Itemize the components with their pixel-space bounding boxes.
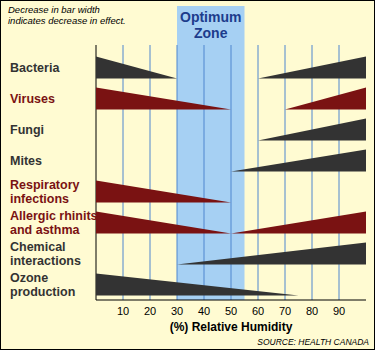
effect-wedge bbox=[231, 212, 366, 234]
row-label: Fungi bbox=[10, 123, 44, 137]
text-line: interactions bbox=[10, 254, 81, 268]
row-label: Mites bbox=[10, 154, 42, 168]
y-axis bbox=[96, 45, 97, 300]
tick-label: 60 bbox=[252, 305, 264, 317]
effect-wedge bbox=[96, 212, 231, 234]
effect-wedge bbox=[96, 181, 231, 203]
text-line: infections bbox=[10, 192, 69, 206]
text-line: production bbox=[10, 285, 75, 299]
grid-line bbox=[123, 45, 124, 300]
text-line: Viruses bbox=[10, 92, 55, 106]
text-line: Respiratory bbox=[10, 178, 80, 192]
row-label: Allergic rhinitsand asthma bbox=[10, 209, 98, 237]
x-axis bbox=[96, 300, 366, 301]
tick-label: 30 bbox=[171, 305, 183, 317]
text-line: Ozone bbox=[10, 271, 48, 285]
effect-wedge bbox=[258, 57, 366, 79]
marks bbox=[96, 57, 366, 296]
text-line: indicates decrease in effect. bbox=[8, 15, 126, 26]
x-axis-label: (%) Relative Humidity bbox=[170, 320, 293, 334]
text-line: Chemical bbox=[10, 240, 66, 254]
chart: OptimumZone 10 20 30 40 50 60 70 80 90 Bacteria Vir… bbox=[0, 0, 375, 350]
note: Decrease in bar widthindicates decrease … bbox=[8, 4, 126, 26]
tick-label: 10 bbox=[117, 305, 129, 317]
row-label: Viruses bbox=[10, 92, 55, 106]
tick-label: 90 bbox=[333, 305, 345, 317]
effect-wedge bbox=[231, 150, 366, 172]
tick-label: 50 bbox=[225, 305, 237, 317]
effect-wedge bbox=[96, 88, 231, 110]
effect-wedge bbox=[285, 88, 366, 110]
tick-label: 70 bbox=[279, 305, 291, 317]
source: SOURCE: HEALTH CANADA bbox=[257, 337, 369, 347]
tick-label: 40 bbox=[198, 305, 210, 317]
background bbox=[1, 1, 375, 350]
optimum-zone bbox=[177, 6, 245, 300]
text-line: Optimum bbox=[180, 9, 241, 25]
row-label: Chemicalinteractions bbox=[10, 240, 81, 268]
row-label: Ozoneproduction bbox=[10, 271, 75, 299]
text-line: Decrease in bar width bbox=[8, 4, 100, 15]
effect-wedge bbox=[96, 57, 177, 79]
row-label: Respiratoryinfections bbox=[10, 178, 80, 206]
grid-line bbox=[150, 45, 151, 300]
text-line: Bacteria bbox=[10, 61, 60, 75]
tick-label: 20 bbox=[144, 305, 156, 317]
tick-label: 80 bbox=[306, 305, 318, 317]
text-line: and asthma bbox=[10, 223, 81, 237]
optimum-zone-label: OptimumZone bbox=[180, 9, 241, 41]
effect-wedge bbox=[177, 243, 366, 265]
grid-line bbox=[177, 45, 178, 300]
text-line: Mites bbox=[10, 154, 42, 168]
effect-wedge bbox=[258, 119, 366, 141]
effect-wedge bbox=[96, 274, 299, 296]
row-label: Bacteria bbox=[10, 61, 60, 75]
text-line: Fungi bbox=[10, 123, 44, 137]
text-line: Allergic rhinits bbox=[10, 209, 98, 223]
text-line: Zone bbox=[194, 25, 228, 41]
